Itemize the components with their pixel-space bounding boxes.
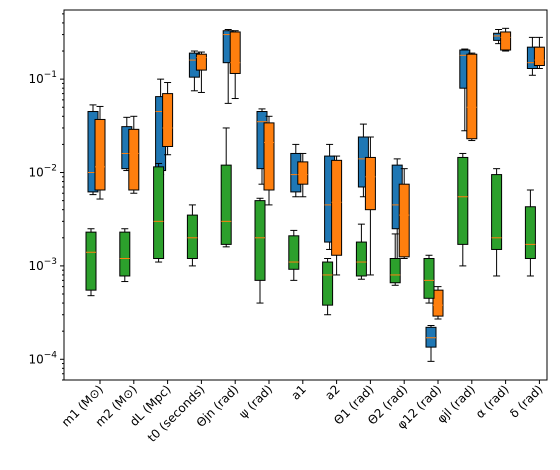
- y-tick-label: 10−3: [28, 257, 57, 273]
- box-1-8: [364, 136, 376, 276]
- box-body: [322, 261, 334, 306]
- box-body: [85, 231, 97, 291]
- box-2-4: [220, 127, 232, 248]
- series-1: [94, 27, 545, 320]
- box-1-10: [432, 286, 444, 320]
- x-tick-label: α (rad): [473, 382, 512, 421]
- box-2-5: [254, 197, 266, 304]
- box-body: [466, 53, 478, 140]
- box-body: [288, 235, 300, 270]
- x-axis: m1 (M⊙)m2 (M⊙)dL (Mpc)t0 (seconds)Θjn (r…: [59, 380, 546, 445]
- x-tick-label: ψ (rad): [236, 382, 275, 421]
- x-tick-label: a1: [288, 382, 309, 403]
- box-layer: [85, 27, 545, 362]
- box-body: [220, 164, 232, 245]
- box-2-13: [524, 189, 536, 277]
- box-body: [263, 122, 275, 191]
- box-1-7: [331, 155, 343, 276]
- box-2-8: [355, 223, 367, 280]
- series-2: [85, 127, 536, 316]
- box-2-3: [186, 204, 198, 267]
- x-tick-label: δ (rad): [507, 382, 545, 420]
- y-axis: 10−4 10−3 10−2 10−1: [28, 13, 64, 381]
- box-1-4: [229, 30, 241, 100]
- box-1-1: [128, 115, 140, 194]
- box-body: [500, 31, 512, 51]
- y-tick-label: 10−2: [28, 164, 57, 180]
- box-body: [425, 326, 437, 348]
- box-1-9: [398, 168, 410, 260]
- box-2-1: [119, 228, 131, 283]
- box-body: [153, 166, 165, 260]
- box-2-10: [423, 254, 435, 304]
- box-body: [364, 156, 376, 211]
- box-2-11: [457, 152, 469, 267]
- box-body: [162, 93, 174, 147]
- box-1-5: [263, 115, 275, 206]
- box-body: [432, 289, 444, 317]
- box-1-13: [533, 36, 545, 69]
- box-body: [229, 31, 241, 74]
- x-tick-label: a2: [322, 382, 343, 403]
- box-1-2: [162, 82, 174, 156]
- plot-frame: [63, 9, 548, 381]
- box-1-12: [500, 27, 512, 52]
- box-2-9: [389, 233, 401, 286]
- box-0-10: [425, 325, 437, 362]
- box-body: [186, 214, 198, 260]
- box-1-6: [297, 152, 309, 198]
- box-1-0: [94, 105, 106, 200]
- box-body: [457, 156, 469, 245]
- box-2-12: [491, 168, 503, 277]
- box-body: [423, 258, 435, 299]
- box-body: [398, 183, 410, 258]
- box-body: [254, 200, 266, 281]
- box-0-12: [493, 29, 505, 45]
- box-body: [524, 206, 536, 260]
- box-body: [355, 241, 367, 277]
- box-body: [491, 174, 503, 250]
- box-2-7: [322, 258, 334, 316]
- box-body: [331, 159, 343, 256]
- box-body: [195, 53, 207, 71]
- box-body: [389, 258, 401, 284]
- box-2-6: [288, 229, 300, 281]
- box-2-2: [153, 162, 165, 263]
- box-body: [128, 128, 140, 191]
- box-1-11: [466, 52, 478, 142]
- x-tick-label: φjl (rad): [434, 382, 478, 426]
- box-1-3: [195, 51, 207, 93]
- y-tick-label: 10−1: [28, 70, 57, 86]
- y-tick-label: 10−4: [28, 350, 57, 366]
- box-body: [119, 231, 131, 277]
- box-2-0: [85, 228, 97, 297]
- box-body: [94, 118, 106, 191]
- box-body: [297, 161, 309, 185]
- box-body: [533, 46, 545, 66]
